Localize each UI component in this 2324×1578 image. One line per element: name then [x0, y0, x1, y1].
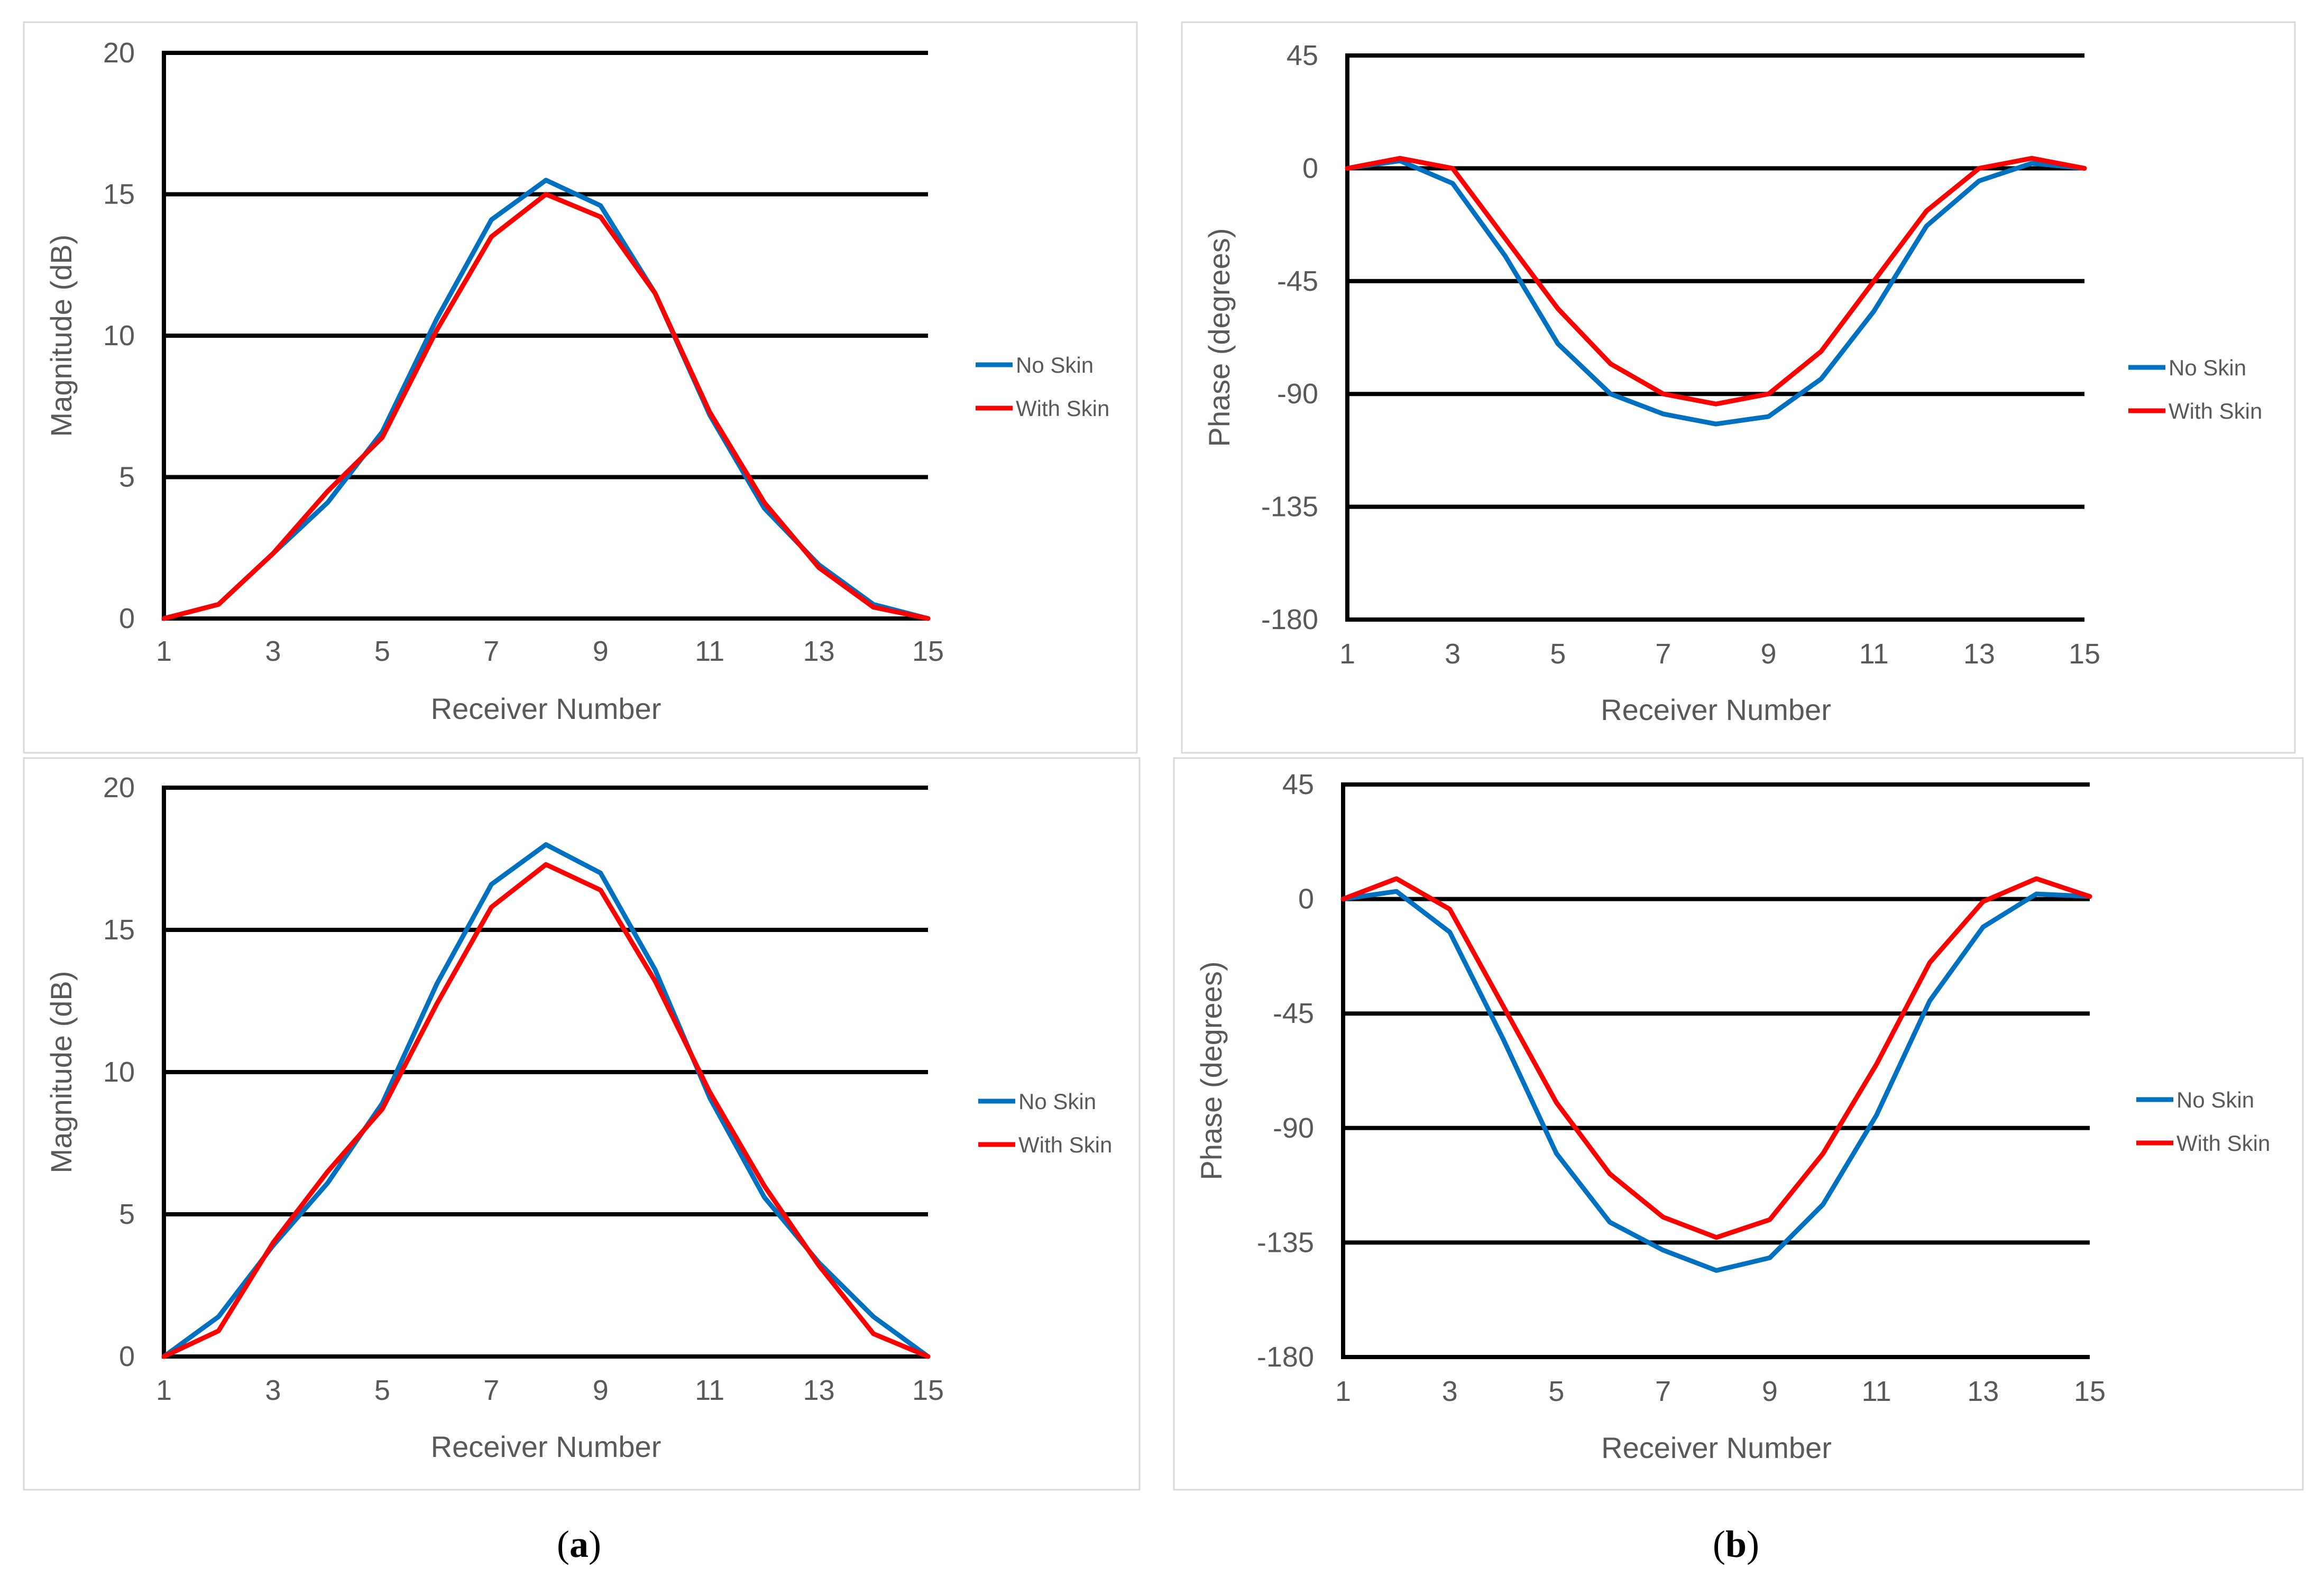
x-tick-label: 13	[803, 635, 835, 667]
x-tick-label: 1	[1339, 638, 1355, 670]
y-tick-label: 5	[119, 462, 135, 493]
y-tick-label: 10	[103, 320, 135, 352]
y-axis-title: Phase (degrees)	[1195, 961, 1228, 1180]
y-tick-label: 45	[1282, 769, 1314, 800]
legend-label: With Skin	[2169, 399, 2262, 423]
x-tick-label: 3	[1442, 1376, 1458, 1407]
y-axis-title: Magnitude (dB)	[44, 971, 78, 1174]
y-tick-label: 15	[103, 179, 135, 210]
y-tick-label: -135	[1257, 1226, 1314, 1258]
legend-label: No Skin	[1016, 353, 1094, 377]
series-line-with-skin	[161, 192, 931, 621]
y-tick-label: 0	[1302, 152, 1318, 184]
x-tick-label: 13	[803, 1374, 835, 1406]
caption-a: (a)	[557, 1523, 601, 1565]
y-tick-label: -45	[1277, 265, 1318, 297]
panel-frame	[23, 757, 1141, 1491]
x-tick-label: 7	[1655, 1376, 1671, 1407]
y-tick-label: -45	[1273, 998, 1314, 1029]
x-tick-label: 13	[1967, 1376, 1999, 1407]
y-tick-label: 10	[103, 1056, 135, 1088]
y-tick-label: -180	[1261, 604, 1318, 635]
x-tick-label: 11	[695, 1374, 724, 1406]
x-axis-title: Receiver Number	[1601, 693, 1831, 726]
x-tick-label: 9	[593, 635, 609, 667]
x-tick-label: 1	[156, 635, 172, 667]
y-tick-label: -180	[1257, 1341, 1314, 1373]
y-tick-label: 5	[119, 1198, 135, 1230]
x-tick-label: 15	[912, 635, 944, 667]
legend-label: No Skin	[2176, 1087, 2254, 1112]
x-tick-label: 11	[1862, 1376, 1891, 1407]
x-tick-label: 3	[1445, 638, 1460, 670]
x-tick-label: 5	[374, 635, 390, 667]
panel-frame	[1181, 21, 2296, 754]
x-tick-label: 15	[2074, 1376, 2106, 1407]
y-tick-label: 0	[119, 1341, 135, 1372]
panel-frame	[23, 21, 1138, 754]
x-axis-title: Receiver Number	[431, 1430, 662, 1463]
y-tick-label: 15	[103, 914, 135, 946]
x-tick-label: 13	[1963, 638, 1995, 670]
series-line-with-skin	[1340, 876, 2092, 1240]
x-tick-label: 9	[593, 1374, 609, 1406]
y-tick-label: 45	[1287, 40, 1318, 71]
legend-label: No Skin	[1018, 1089, 1096, 1114]
x-tick-label: 15	[912, 1374, 944, 1406]
x-tick-label: 1	[1335, 1376, 1351, 1407]
x-tick-label: 7	[1655, 638, 1671, 670]
x-tick-label: 9	[1762, 1376, 1778, 1407]
x-tick-label: 7	[483, 635, 499, 667]
x-tick-label: 5	[374, 1374, 390, 1406]
y-tick-label: 20	[103, 772, 135, 804]
y-tick-label: 20	[103, 37, 135, 69]
legend-label: With Skin	[1016, 396, 1109, 421]
caption-b: (b)	[1713, 1523, 1759, 1565]
x-tick-label: 3	[265, 635, 281, 667]
x-tick-label: 3	[265, 1374, 281, 1406]
series-line-with-skin	[1345, 155, 2087, 407]
x-tick-label: 7	[483, 1374, 499, 1406]
series-line-no-skin	[1340, 889, 2092, 1273]
y-tick-label: -90	[1277, 378, 1318, 410]
x-tick-label: 1	[156, 1374, 172, 1406]
series-line-with-skin	[161, 862, 931, 1359]
x-axis-title: Receiver Number	[431, 692, 662, 725]
panel-frame	[1173, 757, 2304, 1491]
y-axis-title: Magnitude (dB)	[44, 235, 78, 437]
x-tick-label: 9	[1761, 638, 1777, 670]
legend-label: With Skin	[2176, 1131, 2270, 1156]
y-axis-title: Phase (degrees)	[1202, 228, 1236, 447]
x-tick-label: 5	[1548, 1376, 1564, 1407]
legend-label: With Skin	[1018, 1132, 1112, 1157]
y-tick-label: -90	[1273, 1112, 1314, 1144]
x-tick-label: 5	[1550, 638, 1566, 670]
x-tick-label: 11	[1859, 638, 1889, 670]
legend-label: No Skin	[2169, 355, 2246, 380]
series-line-no-skin	[1345, 158, 2087, 427]
y-tick-label: -135	[1261, 491, 1318, 523]
y-tick-label: 0	[1298, 883, 1314, 915]
y-tick-label: 0	[119, 603, 135, 634]
x-axis-title: Receiver Number	[1601, 1431, 1832, 1464]
x-tick-label: 11	[695, 635, 724, 667]
x-tick-label: 15	[2069, 638, 2100, 670]
